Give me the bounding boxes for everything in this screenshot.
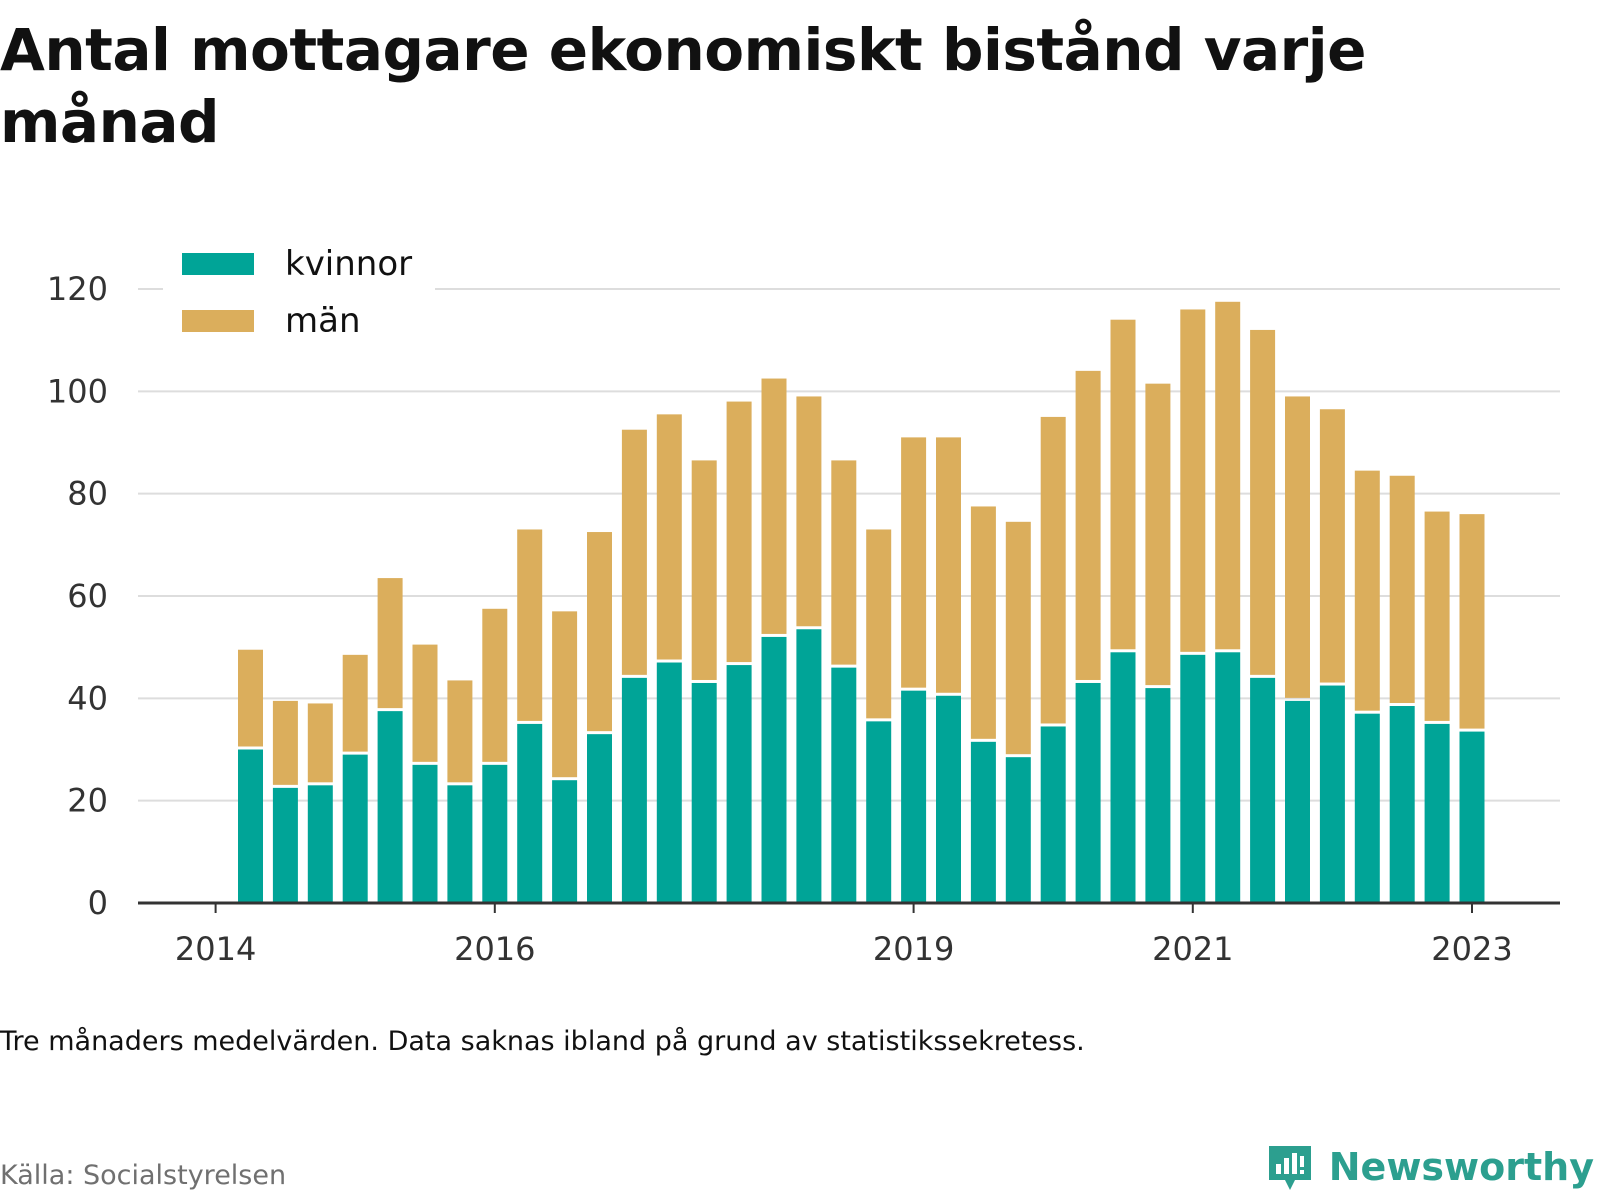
source-credit: Källa: Socialstyrelsen [0, 1160, 287, 1191]
bar-man [238, 649, 263, 747]
bar-man [1459, 514, 1485, 729]
bar-kvinnor [970, 741, 996, 903]
y-tick-label: 60 [67, 577, 108, 615]
bar-man [691, 460, 717, 680]
bar-kvinnor [1005, 757, 1031, 903]
bar-man [621, 429, 647, 675]
legend: kvinnor män [163, 238, 435, 356]
y-tick-label: 0 [88, 884, 108, 922]
bar-kvinnor [1075, 682, 1101, 903]
stacked-bar-chart: 0 20 40 60 80 100 120 2014 2016 2019 2021 2023 kvi… [46, 238, 1560, 968]
bar-man [552, 611, 578, 778]
bar-kvinnor [761, 636, 787, 903]
bar-man [1145, 383, 1171, 686]
bar-man [1389, 475, 1415, 704]
bar-kvinnor [936, 695, 961, 903]
bar-man [936, 437, 961, 693]
bar-kvinnor [482, 764, 508, 903]
bar-kvinnor [1145, 688, 1171, 903]
bar-man [377, 578, 403, 709]
bar-kvinnor [272, 787, 298, 903]
x-tick-label: 2023 [1431, 930, 1512, 968]
bar-man [1110, 319, 1136, 650]
bar-kvinnor [621, 677, 647, 903]
bar-man [866, 529, 892, 719]
bar-kvinnor [1285, 700, 1310, 903]
bar-man [517, 529, 543, 721]
bar-man [412, 644, 438, 762]
bar-man [1180, 309, 1206, 652]
bars [238, 301, 1485, 903]
newsworthy-chart-icon [1268, 1146, 1311, 1190]
bar-kvinnor [1354, 713, 1380, 903]
x-tick-label: 2021 [1152, 930, 1233, 968]
y-tick-label: 20 [67, 782, 108, 820]
bar-man [796, 396, 822, 627]
bar-kvinnor [726, 665, 752, 903]
bar-kvinnor [831, 667, 857, 903]
bar-man [1319, 409, 1345, 683]
bar-kvinnor [377, 711, 403, 903]
bar-kvinnor [1215, 652, 1241, 903]
brand-logo: Newsworthy [1265, 1142, 1594, 1192]
bar-kvinnor [901, 690, 927, 903]
brand-name: Newsworthy [1328, 1145, 1594, 1189]
bar-kvinnor [552, 780, 578, 903]
y-tick-label: 40 [67, 679, 108, 717]
bar-kvinnor [866, 721, 892, 903]
y-tick-label: 100 [47, 372, 108, 410]
bar-man [1250, 329, 1276, 675]
bar-man [272, 700, 298, 785]
legend-swatch [182, 253, 254, 275]
bar-man [970, 506, 996, 739]
x-tick-label: 2019 [873, 930, 954, 968]
bar-kvinnor [307, 785, 333, 903]
bar-kvinnor [1110, 652, 1136, 903]
legend-swatch [182, 310, 254, 332]
bar-man [901, 437, 927, 688]
bar-kvinnor [517, 723, 543, 903]
bar-kvinnor [1424, 723, 1450, 903]
bar-man [1215, 301, 1241, 650]
bar-kvinnor [447, 785, 473, 903]
x-tick-label: 2014 [175, 930, 256, 968]
bar-kvinnor [1180, 654, 1206, 903]
bar-man [1354, 470, 1380, 711]
bar-man [1075, 370, 1101, 680]
legend-label: män [285, 301, 361, 341]
bar-kvinnor [1040, 726, 1066, 903]
bar-man [1005, 521, 1031, 755]
bar-man [482, 608, 508, 762]
bar-kvinnor [691, 682, 717, 903]
bar-kvinnor [342, 754, 368, 903]
bar-kvinnor [587, 734, 612, 903]
chart-note: Tre månaders medelvärden. Data saknas ib… [0, 1026, 1085, 1057]
bar-kvinnor [238, 749, 263, 903]
legend-label: kvinnor [285, 244, 412, 284]
x-tick-label: 2016 [454, 930, 535, 968]
bar-kvinnor [1389, 706, 1415, 903]
bar-man [1040, 416, 1066, 724]
bar-kvinnor [656, 662, 682, 903]
bar-kvinnor [1319, 685, 1345, 903]
bar-man [1424, 511, 1450, 721]
bar-kvinnor [1250, 677, 1276, 903]
bar-man [447, 680, 473, 783]
bar-man [307, 703, 333, 783]
bar-man [1285, 396, 1310, 698]
bar-man [726, 401, 752, 663]
bar-man [587, 532, 612, 732]
y-tick-label: 120 [47, 270, 108, 308]
y-axis-tick-labels: 0 20 40 60 80 100 120 [47, 270, 108, 922]
bar-man [761, 378, 787, 634]
chart-title: Antal mottagare ekonomiskt bistånd varje… [0, 16, 1367, 156]
bar-kvinnor [412, 764, 438, 903]
x-axis: 2014 2016 2019 2021 2023 [138, 901, 1560, 968]
y-tick-label: 80 [67, 475, 108, 513]
bar-man [656, 414, 682, 660]
bar-kvinnor [796, 629, 822, 903]
bar-man [831, 460, 857, 665]
bar-man [342, 654, 368, 752]
bar-kvinnor [1459, 731, 1485, 903]
